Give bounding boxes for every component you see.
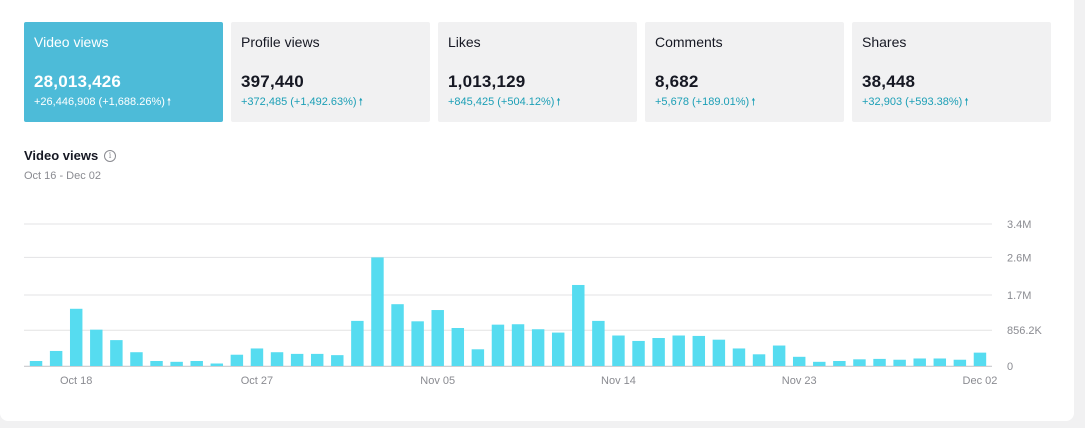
y-tick-label: 0 bbox=[1007, 361, 1013, 373]
x-tick-label: Nov 14 bbox=[601, 375, 636, 387]
metric-card-likes[interactable]: Likes 1,013,129 +845,425 (+504.12%) 🠕 bbox=[438, 22, 637, 122]
bar bbox=[90, 329, 103, 366]
metric-card-profile-views[interactable]: Profile views 397,440 +372,485 (+1,492.6… bbox=[231, 22, 430, 122]
bar bbox=[230, 354, 244, 366]
bar bbox=[592, 320, 605, 366]
metric-label: Likes bbox=[448, 34, 481, 50]
info-icon[interactable]: i bbox=[104, 150, 116, 162]
y-tick-label: 1.7M bbox=[1007, 290, 1031, 302]
bar bbox=[451, 327, 465, 366]
bar bbox=[893, 359, 906, 366]
bar bbox=[391, 304, 404, 366]
bar bbox=[853, 359, 866, 366]
arrow-up-icon: 🠕 bbox=[166, 97, 172, 108]
bar bbox=[712, 339, 726, 366]
bar bbox=[371, 257, 384, 366]
x-tick-label: Dec 02 bbox=[963, 375, 998, 387]
bar bbox=[431, 310, 444, 366]
bar bbox=[551, 332, 565, 366]
bar bbox=[913, 358, 926, 366]
bar bbox=[792, 356, 806, 366]
analytics-panel: Video views 28,013,426 +26,446,908 (+1,6… bbox=[0, 0, 1074, 421]
metric-value: 38,448 bbox=[862, 72, 916, 91]
metric-delta: +372,485 (+1,492.63%) 🠕 bbox=[241, 96, 363, 108]
bar bbox=[732, 348, 746, 366]
bar bbox=[752, 354, 766, 366]
metric-delta: +5,678 (+189.01%) 🠕 bbox=[655, 96, 756, 108]
bar bbox=[210, 363, 224, 366]
x-tick-label: Nov 05 bbox=[420, 375, 455, 387]
bar bbox=[411, 321, 424, 366]
bar bbox=[290, 353, 304, 366]
y-tick-label: 3.4M bbox=[1007, 219, 1031, 231]
bar bbox=[813, 361, 826, 366]
bar bbox=[29, 360, 43, 366]
bar bbox=[351, 320, 364, 366]
bar bbox=[531, 329, 545, 366]
bar bbox=[511, 324, 525, 366]
bar bbox=[672, 335, 685, 366]
bar bbox=[310, 353, 324, 366]
bar bbox=[572, 284, 585, 366]
arrow-up-icon: 🠕 bbox=[751, 97, 756, 108]
bar bbox=[772, 345, 786, 366]
metric-card-video-views[interactable]: Video views 28,013,426 +26,446,908 (+1,6… bbox=[24, 22, 223, 122]
bar bbox=[833, 360, 846, 366]
metric-value: 1,013,129 bbox=[448, 72, 526, 91]
bar bbox=[612, 335, 625, 366]
chart-title: Video views bbox=[24, 148, 99, 163]
bar bbox=[170, 361, 183, 366]
arrow-up-icon: 🠕 bbox=[556, 97, 561, 108]
x-tick-label: Oct 27 bbox=[241, 375, 273, 387]
metric-value: 28,013,426 bbox=[34, 72, 122, 91]
bar bbox=[491, 324, 505, 366]
bar bbox=[110, 340, 123, 366]
bar bbox=[632, 340, 645, 366]
metric-delta: +32,903 (+593.38%) 🠕 bbox=[862, 96, 969, 108]
bar bbox=[652, 338, 665, 366]
metric-value: 397,440 bbox=[241, 72, 304, 91]
metric-delta: +26,446,908 (+1,688.26%) 🠕 bbox=[34, 96, 172, 108]
arrow-up-icon: 🠕 bbox=[358, 97, 363, 108]
bar bbox=[873, 358, 886, 366]
metric-delta: +845,425 (+504.12%) 🠕 bbox=[448, 96, 561, 108]
bar bbox=[331, 355, 344, 366]
bar bbox=[973, 352, 987, 366]
bar bbox=[933, 358, 947, 366]
bar bbox=[130, 352, 143, 366]
video-views-bar-chart: 0 856.2K 1.7M 2.6M 3.4M Oct 18 Oct 27 Nov 05 Nov… bbox=[24, 219, 1043, 387]
bar bbox=[692, 335, 706, 366]
bar bbox=[471, 349, 485, 366]
bar bbox=[150, 360, 163, 366]
bar bbox=[953, 359, 967, 366]
date-range: Oct 16 - Dec 02 bbox=[24, 170, 102, 182]
metric-card-shares[interactable]: Shares 38,448 +32,903 (+593.38%) 🠕 bbox=[852, 22, 1051, 122]
y-tick-label: 2.6M bbox=[1007, 252, 1031, 264]
bar bbox=[250, 348, 264, 366]
x-tick-label: Nov 23 bbox=[782, 375, 817, 387]
metric-label: Shares bbox=[862, 34, 907, 50]
bar bbox=[190, 360, 203, 366]
metric-label: Comments bbox=[655, 34, 723, 50]
metric-label: Profile views bbox=[241, 34, 320, 50]
y-tick-label: 856.2K bbox=[1007, 325, 1043, 337]
bar bbox=[69, 308, 83, 366]
arrow-up-icon: 🠕 bbox=[964, 97, 969, 108]
metric-card-comments[interactable]: Comments 8,682 +5,678 (+189.01%) 🠕 bbox=[645, 22, 844, 122]
metric-value: 8,682 bbox=[655, 72, 699, 91]
metric-label: Video views bbox=[34, 34, 109, 50]
bar bbox=[49, 350, 63, 366]
bar bbox=[270, 352, 284, 366]
x-tick-label: Oct 18 bbox=[60, 375, 92, 387]
